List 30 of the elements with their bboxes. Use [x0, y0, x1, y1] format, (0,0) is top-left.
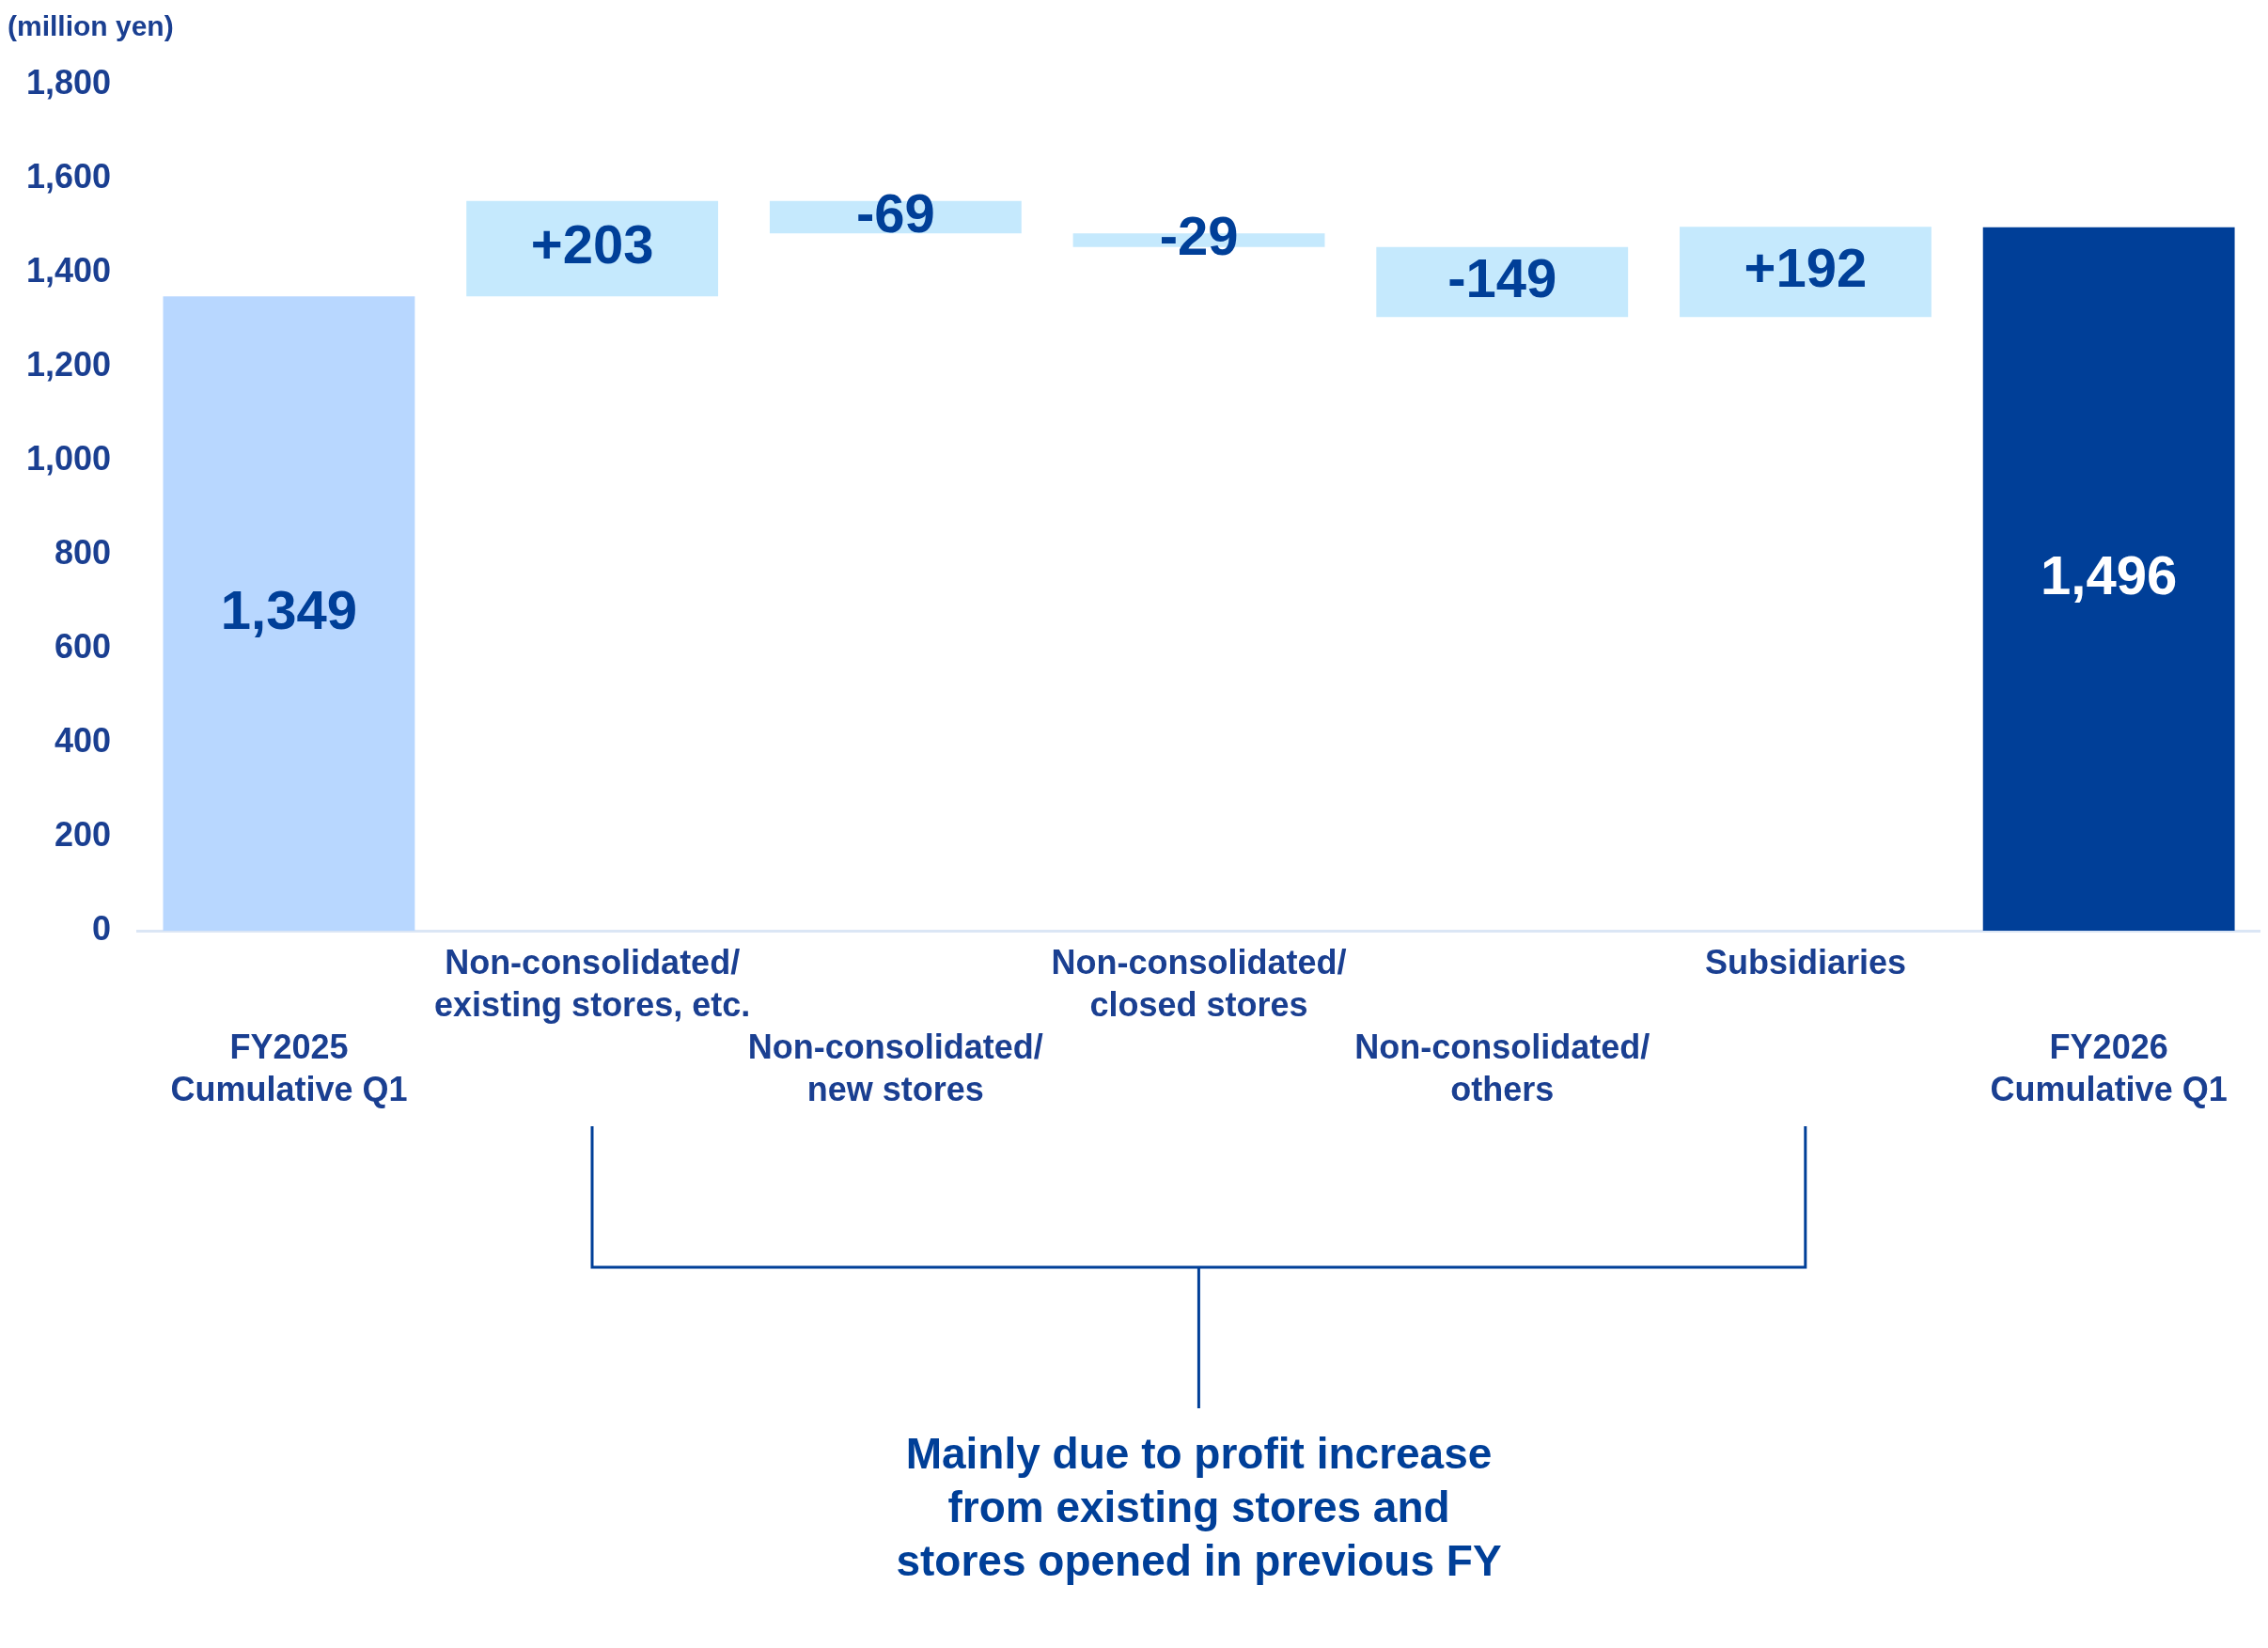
data-label: 1,496 [2041, 543, 2178, 605]
x-tick-label: FY2025 Cumulative Q1 [170, 1028, 408, 1109]
data-label: -69 [855, 181, 935, 243]
data-label: +192 [1744, 237, 1868, 299]
y-tick-label: 1,800 [25, 62, 112, 102]
bar [466, 200, 719, 297]
data-label: +203 [530, 213, 654, 275]
y-tick-label: 1,600 [25, 156, 112, 196]
data-label: -29 [1159, 205, 1239, 267]
bar [1680, 227, 1932, 318]
data-label: -149 [1447, 246, 1557, 308]
y-axis-title: (million yen) [8, 9, 175, 43]
data-label: 1,349 [220, 578, 358, 640]
x-tick-label: Non-consolidated/ others [1354, 1028, 1650, 1109]
y-tick-label: 400 [55, 720, 112, 760]
text: Mainly due to profit increase from existing stores and stores opened in previous FY [895, 1428, 1503, 1587]
y-tick-label: 600 [55, 626, 112, 666]
x-tick-label: Non-consolidated/ existing stores, etc. [434, 943, 751, 1025]
y-tick-label: 0 [92, 908, 112, 948]
x-tick-label: Subsidiaries [1704, 943, 1906, 982]
y-tick-label: 200 [55, 814, 112, 854]
y-tick-label: 1,200 [25, 344, 112, 384]
x-tick-label: FY2026 Cumulative Q1 [1990, 1028, 2228, 1109]
x-tick-label: Non-consolidated/ closed stores [1051, 943, 1347, 1025]
bar [163, 296, 415, 931]
x-tick-label: Non-consolidated/ new stores [747, 1028, 1043, 1109]
y-tick-label: 1,400 [25, 250, 112, 290]
bar [1982, 227, 2235, 931]
y-tick-label: 1,000 [25, 438, 112, 478]
y-tick-label: 800 [55, 532, 112, 572]
